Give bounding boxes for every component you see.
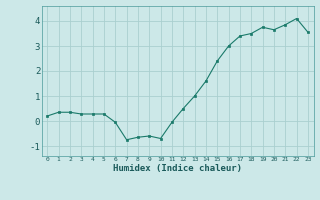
X-axis label: Humidex (Indice chaleur): Humidex (Indice chaleur)	[113, 164, 242, 173]
